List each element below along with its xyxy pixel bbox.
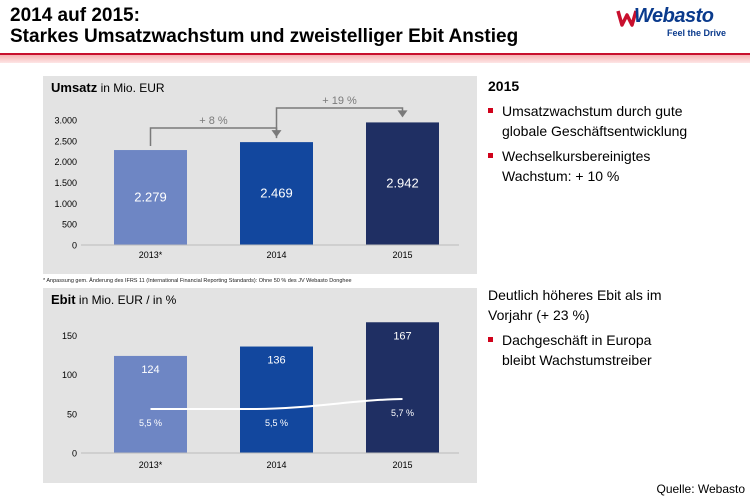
logo-name: Webasto bbox=[634, 5, 714, 27]
y-tick-label: 2.500 bbox=[54, 136, 77, 146]
slide-title-line1: 2014 auf 2015: bbox=[10, 5, 140, 26]
umsatz-title-bold: Umsatz bbox=[51, 80, 98, 95]
ebit-margin-line bbox=[150, 398, 403, 410]
right-top-bullet: Umsatzwachstum durch gute globale Geschä… bbox=[488, 101, 688, 141]
ebit-chart-panel: Ebit in Mio. EUR / in % 0 50 100 150 2013* 20… bbox=[43, 288, 477, 483]
ebit-bar-chart: 0 50 100 150 2013* 2014 2015 124 136 167 5,5 % 5,5 … bbox=[62, 322, 459, 470]
y-tick-label: 0 bbox=[72, 449, 77, 459]
margin-label: 5,7 % bbox=[391, 408, 414, 418]
right-top-heading: 2015 bbox=[488, 78, 520, 94]
umsatz-title-unit: in Mio. EUR bbox=[97, 81, 165, 95]
y-tick-label: 0 bbox=[72, 241, 77, 251]
x-tick-label: 2015 bbox=[392, 250, 412, 260]
growth-label: + 19 % bbox=[322, 95, 357, 107]
margin-label: 5,5 % bbox=[265, 418, 288, 428]
x-tick-label: 2013* bbox=[139, 460, 163, 470]
ebit-title-bold: Ebit bbox=[51, 292, 76, 307]
right-bottom-bullet: Dachgeschäft in Europa bleibt Wachstumst… bbox=[488, 330, 688, 370]
x-tick-label: 2014 bbox=[266, 460, 286, 470]
y-tick-label: 500 bbox=[62, 220, 77, 230]
y-tick-label: 2.000 bbox=[54, 157, 77, 167]
umsatz-chart-title: Umsatz in Mio. EUR bbox=[51, 80, 165, 95]
bar-value-label: 136 bbox=[267, 355, 285, 367]
umsatz-bar-chart: 0 500 1.000 1.500 2.000 2.500 3.000 2013* 2014 20… bbox=[54, 95, 459, 260]
x-tick-label: 2014 bbox=[266, 250, 286, 260]
bar-2 bbox=[366, 122, 439, 245]
y-tick-label: 1.000 bbox=[54, 199, 77, 209]
slide-title: 2014 auf 2015: Starkes Umsatzwachstum un… bbox=[10, 5, 518, 47]
right-bottom-heading: Deutlich höheres Ebit als im Vorjahr (+ … bbox=[488, 287, 662, 323]
bar-value-label: 2.942 bbox=[386, 176, 419, 191]
bar-0 bbox=[114, 355, 187, 453]
y-tick-label: 100 bbox=[62, 370, 77, 380]
y-tick-label: 1.500 bbox=[54, 178, 77, 188]
bar-value-label: 2.279 bbox=[134, 190, 167, 205]
y-tick-label: 3.000 bbox=[54, 116, 77, 126]
ebit-chart-title: Ebit in Mio. EUR / in % bbox=[51, 292, 176, 307]
webasto-w-logo-icon bbox=[616, 10, 638, 27]
growth-arrow-head bbox=[397, 110, 408, 118]
webasto-logo: Webasto Feel the Drive bbox=[616, 5, 728, 39]
x-tick-label: 2013* bbox=[139, 250, 163, 260]
right-top-text: 2015 Umsatzwachstum durch gute globale G… bbox=[488, 76, 688, 186]
right-top-bullet: Wechselkursbereinigtes Wachstum: + 10 % bbox=[488, 146, 688, 186]
umsatz-chart-panel: Umsatz in Mio. EUR 0 500 1.000 1.500 2.000 2.… bbox=[43, 76, 477, 274]
header-rule bbox=[0, 53, 750, 55]
growth-label: + 8 % bbox=[199, 115, 228, 127]
bar-2 bbox=[366, 322, 439, 453]
right-bottom-text: Deutlich höheres Ebit als im Vorjahr (+ … bbox=[488, 285, 688, 370]
y-tick-label: 50 bbox=[67, 409, 77, 419]
bar-value-label: 2.469 bbox=[260, 186, 293, 201]
logo-tagline: Feel the Drive bbox=[667, 28, 727, 38]
slide-title-line2: Starkes Umsatzwachstum und zweistelliger… bbox=[10, 26, 519, 47]
header-rule-gradient bbox=[0, 53, 750, 63]
bar-0 bbox=[114, 150, 187, 245]
footnote: * Anpassung gem. Änderung des IFRS 11 (I… bbox=[43, 278, 352, 284]
bar-value-label: 124 bbox=[141, 364, 159, 376]
bar-1 bbox=[240, 346, 313, 453]
margin-label: 5,5 % bbox=[139, 418, 162, 428]
bar-1 bbox=[240, 142, 313, 245]
y-tick-label: 150 bbox=[62, 331, 77, 341]
ebit-title-unit: in Mio. EUR / in % bbox=[75, 293, 177, 307]
x-tick-label: 2015 bbox=[392, 460, 412, 470]
bar-value-label: 167 bbox=[393, 330, 411, 342]
source-note: Quelle: Webasto bbox=[656, 482, 746, 496]
